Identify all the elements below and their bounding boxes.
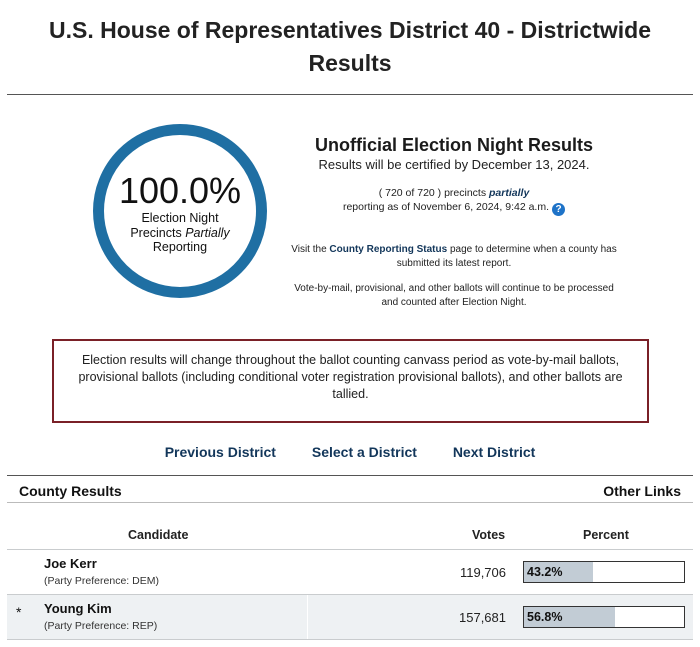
candidate-column-header: Candidate xyxy=(128,528,189,542)
percent-label: 56.8% xyxy=(527,610,563,624)
previous-district-link[interactable]: Previous District xyxy=(164,444,276,460)
select-district-link[interactable]: Select a District xyxy=(311,444,417,460)
percent-bar-fill xyxy=(524,562,594,582)
unofficial-results-heading: Unofficial Election Night Results xyxy=(314,135,594,155)
column-separator xyxy=(307,595,308,639)
party-preference: (Party Preference: REP) xyxy=(44,620,158,632)
candidate-name: Young Kim xyxy=(44,601,112,616)
results-header-bar: County Results Other Links xyxy=(7,475,693,503)
ring-label-line3: Reporting xyxy=(152,240,208,254)
votes-column-header: Votes xyxy=(472,528,506,542)
percent-bar-fill xyxy=(524,607,615,627)
page-title-line2: Results xyxy=(308,50,392,76)
next-district-link[interactable]: Next District xyxy=(452,444,536,460)
page-title: U.S. House of Representatives District 4… xyxy=(0,14,700,80)
table-divider xyxy=(7,549,693,550)
reporting-progress-ring: 100.0% Election Night Precincts Partiall… xyxy=(93,124,267,298)
winner-mark: * xyxy=(16,604,22,620)
ring-label-line2: Precincts Partially xyxy=(104,226,256,241)
table-row: Joe Kerr (Party Preference: DEM) 119,706… xyxy=(7,550,693,594)
precincts-count: ( 720 of 720 ) precincts xyxy=(378,187,490,199)
vote-count: 157,681 xyxy=(459,610,506,625)
district-navigation: Previous District Select a District Next… xyxy=(0,444,700,460)
visit-suffix: page to determine when a county has subm… xyxy=(396,244,617,269)
county-reporting-status-link[interactable]: County Reporting Status xyxy=(329,244,448,255)
results-change-notice: Election results will change throughout … xyxy=(52,339,649,423)
candidate-name: Joe Kerr xyxy=(44,556,97,571)
other-links-link[interactable]: Other Links xyxy=(603,483,681,499)
ring-label-partially: Partially xyxy=(185,225,230,240)
results-info-panel: Unofficial Election Night Results Result… xyxy=(270,134,638,310)
county-status-note: Visit the County Reporting Status page t… xyxy=(270,243,638,271)
help-icon[interactable]: ? xyxy=(552,203,566,216)
vote-by-mail-note: Vote-by-mail, provisional, and other bal… xyxy=(294,283,614,308)
table-divider xyxy=(7,639,693,640)
certification-date: Results will be certified by December 13… xyxy=(318,157,590,172)
table-divider xyxy=(7,594,693,595)
percent-bar: 43.2% xyxy=(523,561,685,583)
vote-count: 119,706 xyxy=(459,565,506,580)
county-results-link[interactable]: County Results xyxy=(19,483,122,499)
ring-label-line1: Election Night xyxy=(141,211,219,225)
page-title-line1: U.S. House of Representatives District 4… xyxy=(48,17,651,43)
percent-label: 43.2% xyxy=(527,565,563,579)
table-row: * Young Kim (Party Preference: REP) 157,… xyxy=(7,595,693,639)
party-preference: (Party Preference: DEM) xyxy=(44,575,159,587)
percent-column-header: Percent xyxy=(583,528,629,542)
title-divider xyxy=(7,94,693,95)
reporting-percent: 100.0% xyxy=(118,170,242,211)
visit-prefix: Visit the xyxy=(291,244,330,255)
precincts-reporting: ( 720 of 720 ) precincts partially repor… xyxy=(270,186,638,216)
percent-bar: 56.8% xyxy=(523,606,685,628)
precincts-partially: partially xyxy=(489,187,530,199)
ring-label-line2-prefix: Precincts xyxy=(130,225,186,240)
precincts-timestamp: reporting as of November 6, 2024, 9:42 a… xyxy=(342,201,550,213)
